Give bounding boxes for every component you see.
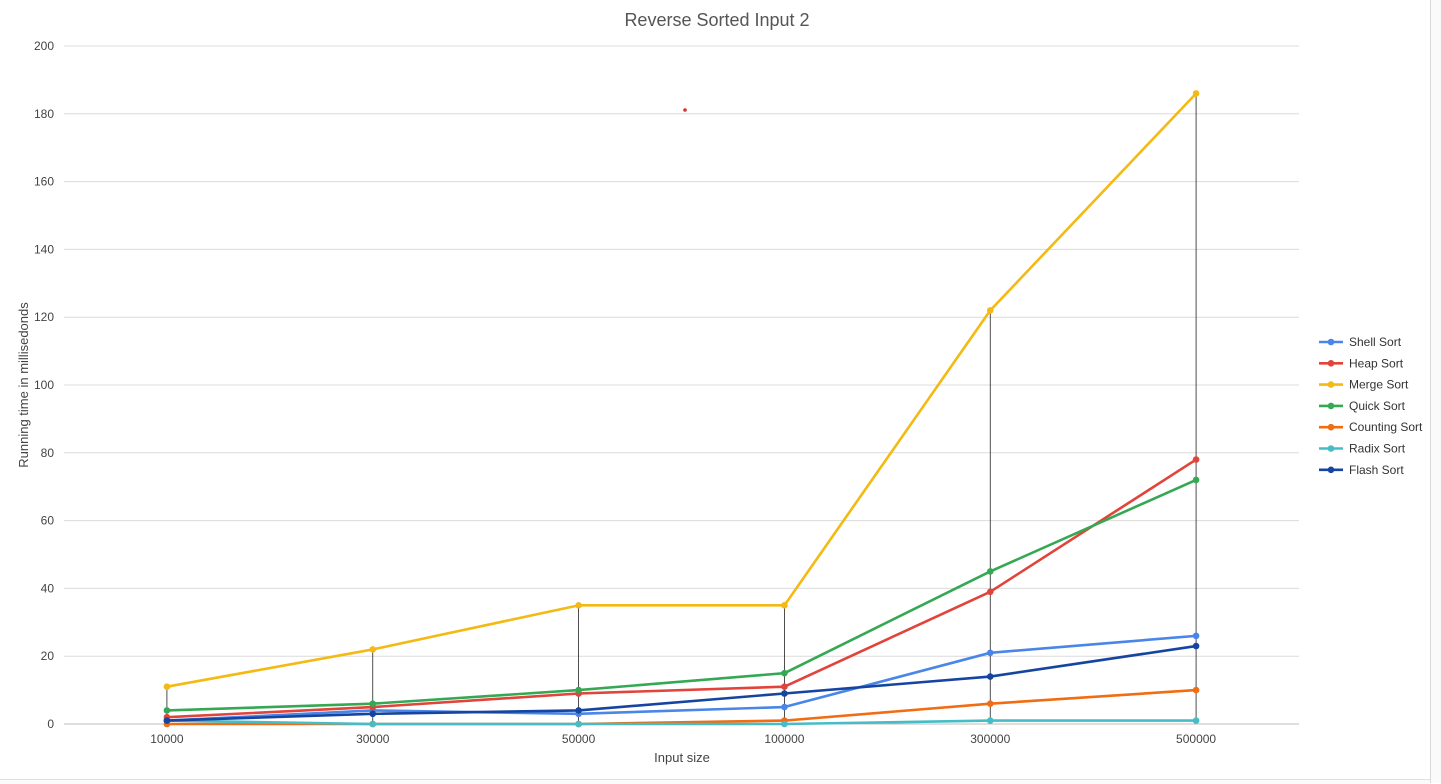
data-point: [369, 710, 377, 718]
y-axis-label: Running time in millisedonds: [16, 302, 31, 468]
y-tick-label: 60: [41, 514, 55, 528]
data-point: [781, 602, 788, 609]
x-tick-label: 30000: [356, 732, 390, 746]
y-axis-ticks: 0 20 40 60 80 100 120 140 160 180 200: [34, 39, 54, 731]
sheet-edge-right: [1430, 0, 1441, 783]
data-point: [575, 707, 582, 714]
data-point: [781, 683, 788, 691]
y-tick-label: 80: [41, 446, 55, 460]
y-tick-label: 0: [47, 717, 54, 731]
data-point: [781, 720, 788, 728]
legend-item: Quick Sort: [1319, 399, 1406, 413]
legend-swatch-marker: [1327, 445, 1335, 452]
x-axis-ticks: 10000 30000 50000 100000 300000 500000: [150, 732, 1216, 746]
data-point: [1192, 632, 1200, 640]
legend-label: Quick Sort: [1349, 399, 1406, 413]
series-line: [166, 634, 1197, 722]
series-line: [166, 719, 1197, 726]
data-point: [575, 686, 582, 694]
data-point: [1192, 717, 1200, 724]
data-point: [369, 646, 377, 653]
legend-swatch-marker: [1327, 402, 1335, 410]
data-point: [163, 707, 171, 714]
series-merge-sort: [163, 90, 1200, 691]
y-tick-label: 100: [34, 378, 54, 392]
y-tick-label: 20: [41, 649, 55, 663]
series-flash-sort: [163, 642, 1200, 724]
y-tick-label: 200: [34, 39, 54, 53]
data-point: [986, 700, 994, 707]
x-tick-label: 50000: [562, 732, 596, 746]
data-point: [986, 649, 994, 657]
x-tick-label: 500000: [1176, 732, 1216, 746]
legend-item: Merge Sort: [1319, 378, 1409, 392]
data-point: [575, 602, 582, 609]
y-tick-label: 40: [41, 581, 55, 595]
data-point: [781, 690, 788, 697]
legend-label: Counting Sort: [1349, 420, 1423, 434]
series-line: [166, 92, 1198, 688]
series-lines: [163, 90, 1200, 728]
data-point: [369, 700, 377, 707]
legend-label: Radix Sort: [1349, 442, 1406, 456]
chart-title: Reverse Sorted Input 2: [624, 10, 809, 30]
data-point: [781, 703, 788, 711]
legend-item: Heap Sort: [1319, 356, 1404, 370]
legend-label: Shell Sort: [1349, 335, 1402, 349]
data-point: [1192, 642, 1200, 650]
legend-label: Merge Sort: [1349, 378, 1409, 392]
legend-swatch-marker: [1327, 381, 1335, 388]
series-line: [166, 458, 1197, 719]
y-tick-label: 160: [34, 175, 54, 189]
data-point: [575, 720, 582, 728]
sheet-edge-bottom: [0, 779, 1430, 784]
data-point: [986, 307, 994, 314]
y-tick-label: 120: [34, 310, 54, 324]
legend-label: Flash Sort: [1349, 463, 1404, 477]
y-tick-label: 180: [34, 107, 54, 121]
legend-item: Counting Sort: [1319, 420, 1423, 434]
series-line: [166, 688, 1197, 726]
legend-item: Radix Sort: [1319, 442, 1406, 456]
stray-point-marker: [683, 108, 687, 112]
x-tick-label: 100000: [764, 732, 804, 746]
y-tick-label: 140: [34, 242, 54, 256]
series-line: [166, 478, 1197, 712]
legend-item: Shell Sort: [1319, 335, 1402, 349]
legend-label: Heap Sort: [1349, 356, 1404, 370]
x-tick-label: 10000: [150, 732, 184, 746]
data-point: [986, 717, 994, 724]
legend-swatch-marker: [1327, 423, 1335, 431]
x-axis-label: Input size: [654, 750, 710, 765]
series-line: [166, 644, 1197, 722]
data-point: [986, 568, 994, 575]
legend-swatch-marker: [1327, 338, 1335, 346]
legend-item: Flash Sort: [1319, 463, 1404, 477]
data-point: [1192, 90, 1200, 97]
series-quick-sort: [163, 476, 1200, 714]
data-point: [1192, 686, 1200, 694]
high-low-lines: [166, 93, 1197, 724]
legend-swatch-marker: [1327, 360, 1335, 367]
x-tick-label: 300000: [970, 732, 1010, 746]
data-point: [369, 720, 377, 728]
legend-swatch-marker: [1327, 466, 1335, 474]
data-point: [1192, 476, 1200, 484]
data-point: [163, 683, 171, 691]
data-point: [986, 588, 994, 596]
legend: Shell Sort Heap Sort Merge Sort Quick Sort C…: [1319, 335, 1423, 477]
gridlines: [64, 45, 1299, 725]
data-point: [781, 669, 788, 677]
data-point: [163, 717, 171, 724]
data-point: [1192, 456, 1200, 463]
data-point: [986, 673, 994, 680]
